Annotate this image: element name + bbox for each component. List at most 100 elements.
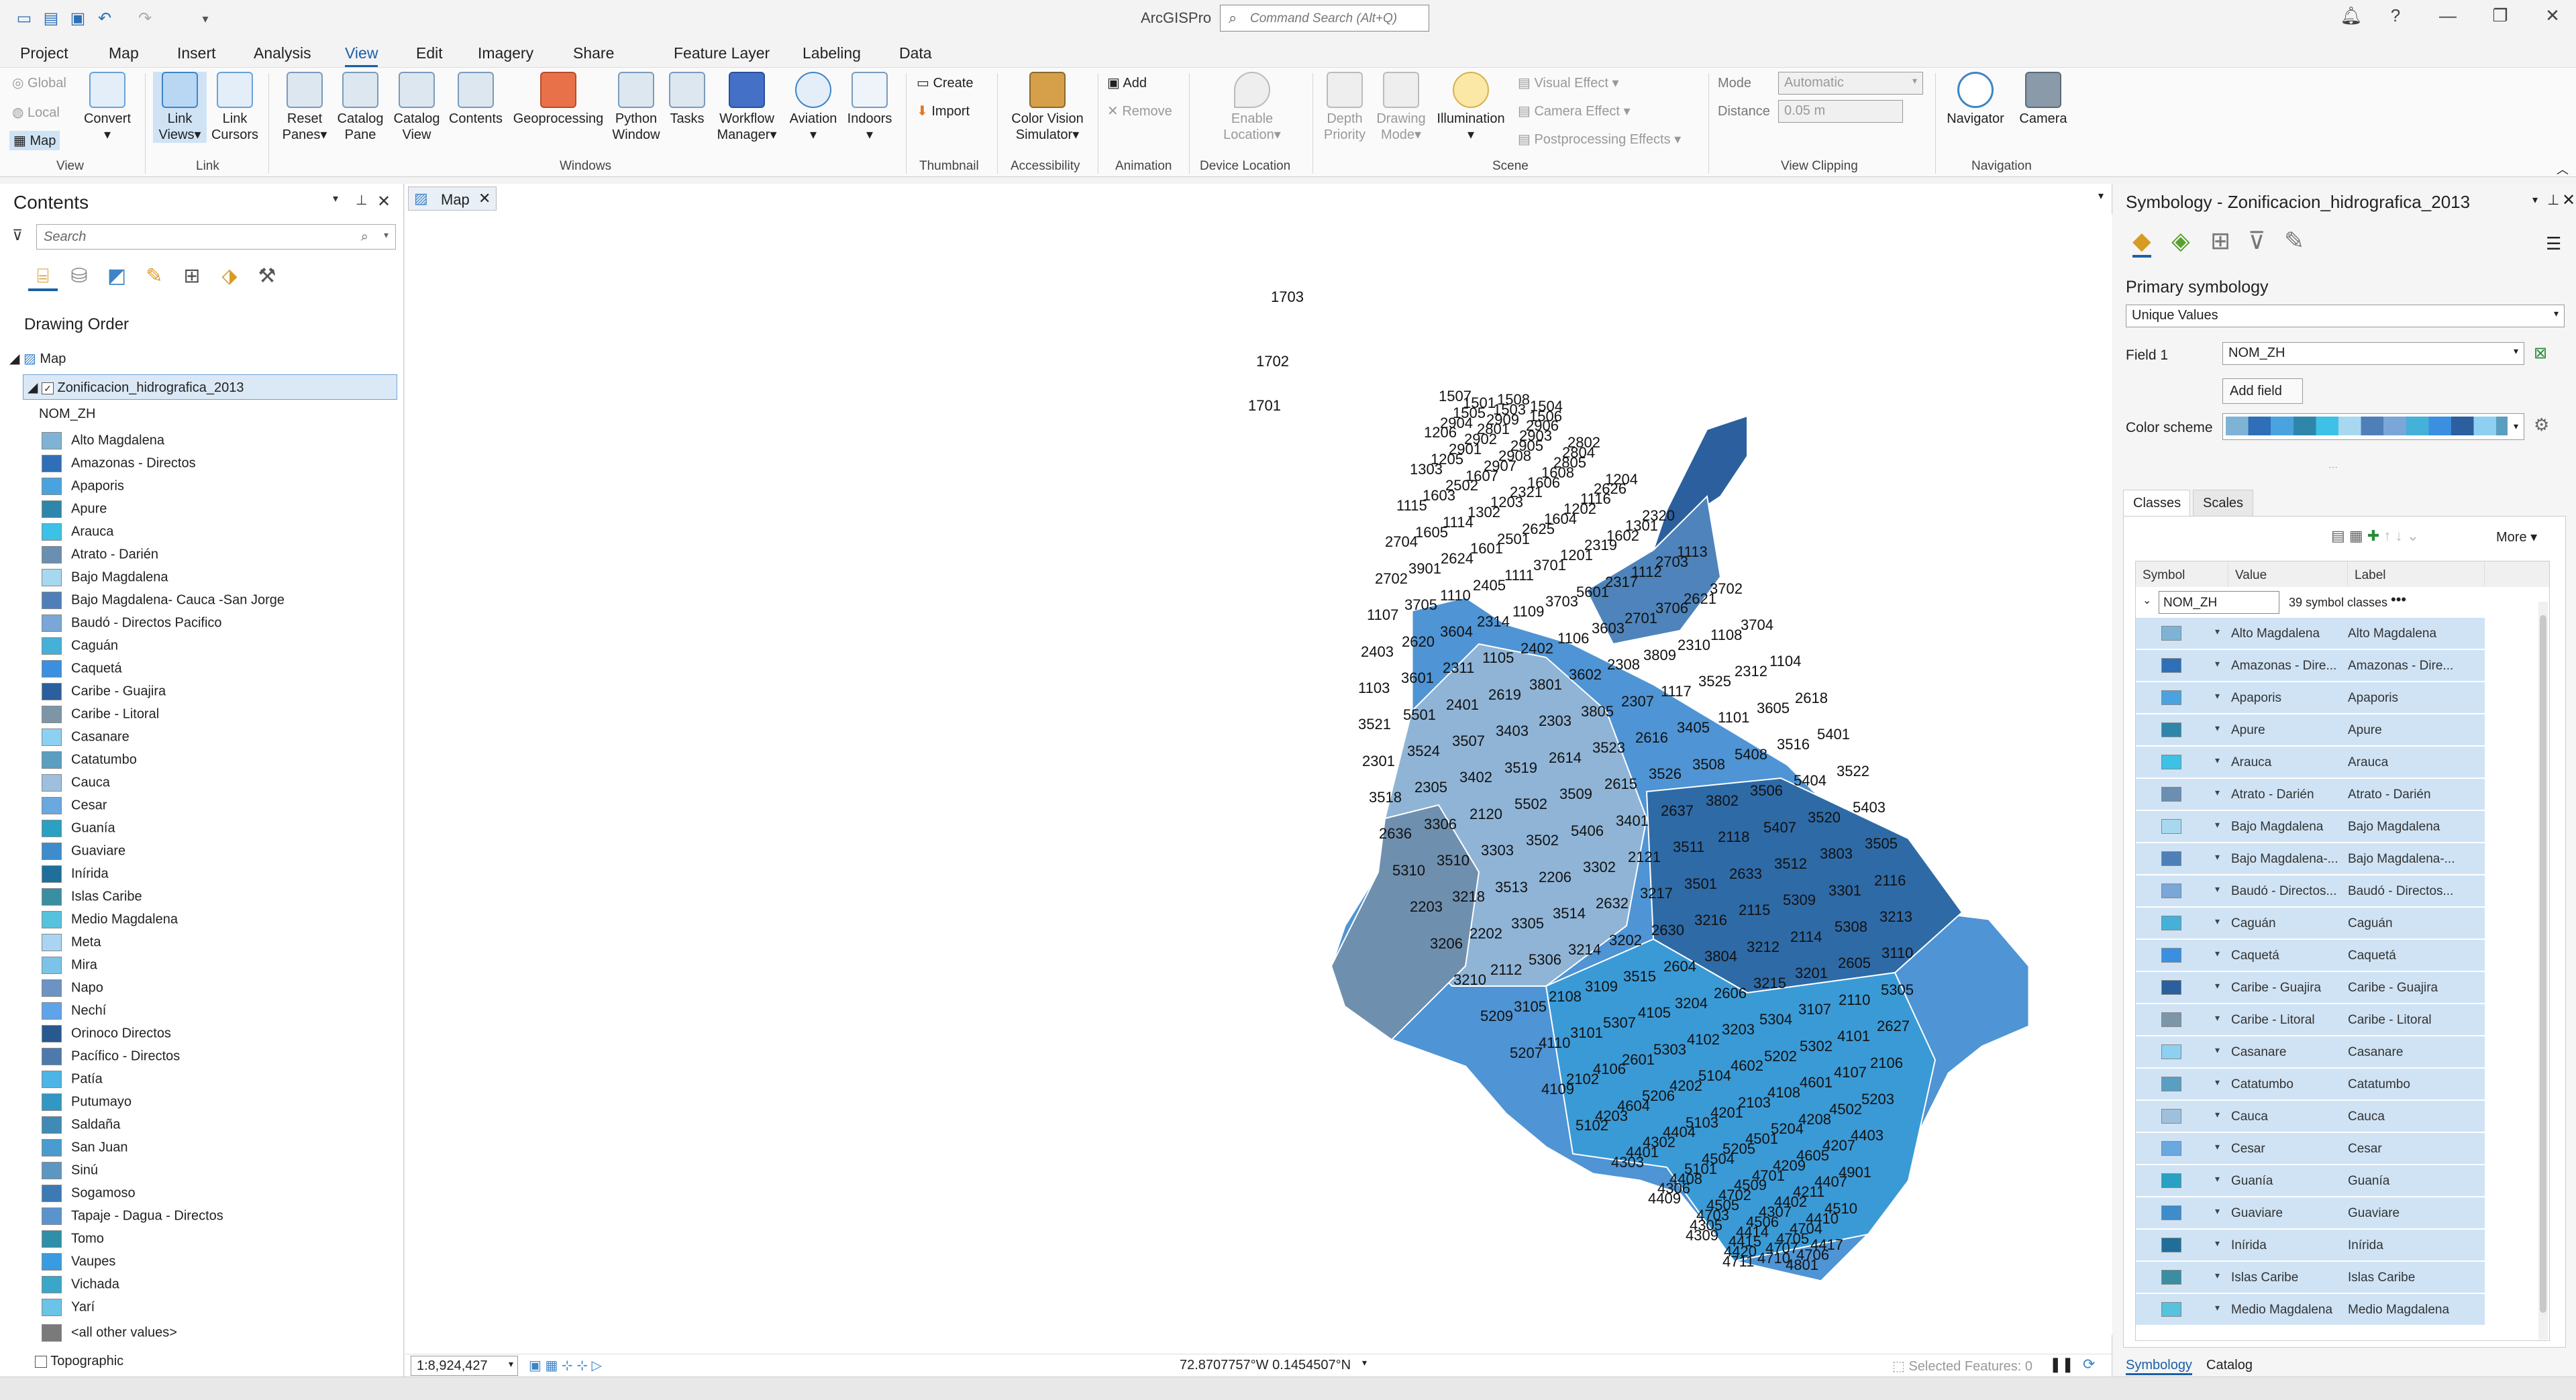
pane-menu-icon[interactable]: ▾ [2532, 195, 2538, 206]
list-by-snapping-icon[interactable]: ⊞ [183, 265, 201, 287]
pin-icon[interactable]: ⊥ [2547, 193, 2560, 208]
visual-effect-button[interactable]: ▤ Visual Effect ▾ [1518, 76, 1619, 91]
class-row[interactable]: ▾ Apure Apure [2136, 714, 2485, 746]
symbology-filter-icon[interactable]: ⊽ [2248, 227, 2266, 254]
more-menu-button[interactable]: More ▾ [2496, 530, 2538, 545]
legend-item[interactable]: Sogamoso [42, 1185, 136, 1205]
header-symbol[interactable]: Symbol [2136, 561, 2228, 587]
color-vision-simulator-button[interactable]: Color Vision Simulator▾ [1004, 72, 1091, 143]
close-window-button[interactable]: ✕ [2545, 5, 2560, 25]
class-label[interactable]: Caribe - Guajira [2348, 981, 2438, 995]
legend-item[interactable]: Bajo Magdalena [42, 569, 168, 589]
class-label[interactable]: Inírida [2348, 1238, 2383, 1252]
symbol-dropdown-icon[interactable]: ▾ [2215, 1302, 2220, 1313]
class-label[interactable]: Caquetá [2348, 949, 2396, 963]
legend-item[interactable]: Baudó - Directos Pacifico [42, 614, 222, 635]
class-symbol[interactable] [2161, 1141, 2181, 1156]
class-label[interactable]: Baudó - Directos... [2348, 884, 2454, 898]
convert-button[interactable]: Convert ▾ [78, 72, 137, 143]
import-thumbnail-button[interactable]: ⬇ Import [917, 104, 970, 119]
pane-menu-icon[interactable]: ▾ [333, 193, 339, 205]
class-row[interactable]: ▾ Caribe - Litoral Caribe - Litoral [2136, 1004, 2485, 1036]
class-label[interactable]: Casanare [2348, 1045, 2404, 1059]
tab-project[interactable]: Project [20, 44, 68, 62]
restore-button[interactable]: ❐ [2492, 5, 2508, 25]
class-value[interactable]: Medio Magdalena [2231, 1303, 2333, 1317]
primary-symbology-icon[interactable]: ◆ [2132, 227, 2151, 258]
contents-button[interactable]: Contents [446, 72, 506, 127]
class-label[interactable]: Alto Magdalena [2348, 627, 2437, 641]
list-by-perspective-icon[interactable]: ⚒ [258, 265, 276, 287]
legend-item[interactable]: Vaupes [42, 1253, 115, 1273]
open-project-icon[interactable]: ▤ [43, 9, 59, 28]
symbol-dropdown-icon[interactable]: ▾ [2215, 1238, 2220, 1248]
class-symbol[interactable] [2161, 755, 2181, 769]
legend-item[interactable]: Caribe - Litoral [42, 706, 159, 726]
class-label[interactable]: Amazonas - Dire... [2348, 659, 2454, 673]
symbol-dropdown-icon[interactable]: ▾ [2215, 1205, 2220, 1216]
add-field-button[interactable]: Add field [2222, 378, 2303, 404]
class-label[interactable]: Atrato - Darién [2348, 788, 2431, 802]
class-value[interactable]: Apure [2231, 723, 2265, 737]
legend-item[interactable]: Inírida [42, 865, 109, 885]
illumination-button[interactable]: Illumination ▾ [1429, 72, 1512, 143]
class-value[interactable]: Guaviare [2231, 1206, 2283, 1220]
redo-icon[interactable]: ↷ [138, 9, 152, 28]
legend-item[interactable]: Putumayo [42, 1093, 132, 1114]
class-symbol[interactable] [2161, 1173, 2181, 1188]
expression-icon[interactable]: ⊠ [2534, 344, 2548, 362]
legend-item[interactable]: Catatumbo [42, 751, 137, 771]
tab-edit[interactable]: Edit [416, 44, 443, 62]
enable-location-button[interactable]: Enable Location▾ [1198, 72, 1306, 143]
link-cursors-button[interactable]: Link Cursors [208, 72, 262, 143]
class-value[interactable]: Bajo Magdalena [2231, 820, 2324, 834]
class-symbol[interactable] [2161, 1044, 2181, 1059]
class-row[interactable]: ▾ Guanía Guanía [2136, 1165, 2485, 1197]
drawing-mode-button[interactable]: Drawing Mode▾ [1373, 72, 1429, 143]
legend-item[interactable]: Tapaje - Dagua - Directos [42, 1207, 223, 1228]
legend-item[interactable]: Napo [42, 979, 103, 1000]
class-row[interactable]: ▾ Guaviare Guaviare [2136, 1197, 2485, 1229]
class-label[interactable]: Caribe - Litoral [2348, 1013, 2432, 1027]
symbol-dropdown-icon[interactable]: ▾ [2215, 787, 2220, 798]
basemap-tree-item[interactable]: Topographic [35, 1354, 123, 1369]
map-tabs-menu-icon[interactable]: ▾ [2098, 191, 2104, 202]
class-row[interactable]: ▾ Medio Magdalena Medio Magdalena [2136, 1294, 2485, 1326]
class-label[interactable]: Apaporis [2348, 691, 2398, 705]
legend-item[interactable]: Sinú [42, 1162, 98, 1182]
remove-keyframe-button[interactable]: ✕ Remove [1107, 104, 1172, 119]
tab-classes[interactable]: Classes [2123, 490, 2190, 517]
group-field-name[interactable]: NOM_ZH [2159, 591, 2279, 614]
python-window-button[interactable]: Python Window [608, 72, 664, 143]
class-label[interactable]: Arauca [2348, 755, 2389, 769]
tab-insert[interactable]: Insert [177, 44, 216, 62]
layer-tree-item[interactable]: ◢ ✓ Zonificacion_hidrografica_2013 [23, 374, 397, 400]
add-keyframe-button[interactable]: ▣ Add [1107, 76, 1147, 91]
class-label[interactable]: Bajo Magdalena-... [2348, 852, 2455, 866]
indoors-button[interactable]: Indoors ▾ [843, 72, 896, 143]
collapse-group-icon[interactable]: ⌄ [2143, 595, 2152, 606]
legend-item[interactable]: Islas Caribe [42, 888, 142, 908]
class-value[interactable]: Islas Caribe [2231, 1271, 2299, 1285]
color-scheme-settings-icon[interactable]: ⚙ [2534, 415, 2550, 435]
legend-item[interactable]: Guaviare [42, 843, 125, 863]
list-by-selection-icon[interactable]: ◩ [107, 265, 127, 287]
class-label[interactable]: Caguán [2348, 916, 2393, 930]
tab-data[interactable]: Data [899, 44, 932, 62]
legend-item[interactable]: Yarí [42, 1299, 95, 1319]
legend-item[interactable]: Meta [42, 934, 101, 954]
class-row[interactable]: ▾ Cauca Cauca [2136, 1101, 2485, 1132]
class-row[interactable]: ▾ Inírida Inírida [2136, 1230, 2485, 1261]
class-symbol[interactable] [2161, 948, 2181, 963]
legend-item[interactable]: Atrato - Darién [42, 546, 158, 566]
class-symbol[interactable] [2161, 626, 2181, 641]
legend-item[interactable]: Amazonas - Directos [42, 455, 196, 475]
postprocessing-effects-button[interactable]: ▤ Postprocessing Effects ▾ [1518, 132, 1682, 147]
tab-analysis[interactable]: Analysis [254, 44, 311, 62]
class-value[interactable]: Alto Magdalena [2231, 627, 2320, 641]
tab-symbology-bottom[interactable]: Symbology [2126, 1358, 2192, 1375]
class-value[interactable]: Casanare [2231, 1045, 2287, 1059]
legend-item[interactable]: Caquetá [42, 660, 122, 680]
class-value[interactable]: Atrato - Darién [2231, 788, 2314, 802]
class-row[interactable]: ▾ Caquetá Caquetá [2136, 940, 2485, 971]
